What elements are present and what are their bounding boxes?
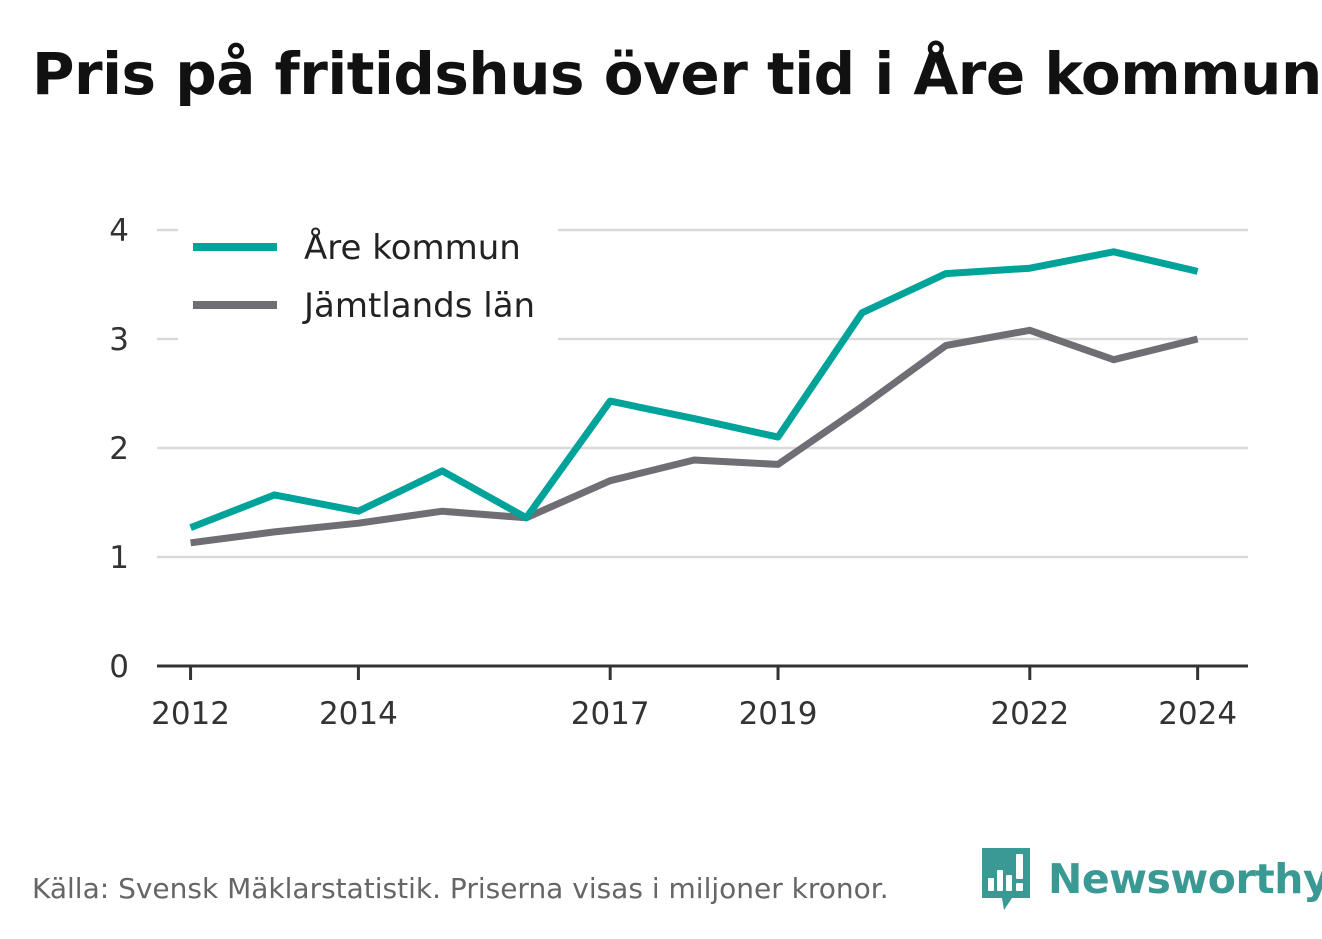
y-axis-ticks: 0 1 2 3 4 [109,213,129,685]
bar-chart-speech-bubble-icon [982,848,1030,910]
series-lines [189,248,1199,547]
series-line-are-kommun [189,248,1199,531]
y-tick-label: 0 [109,649,129,685]
y-tick-label: 1 [109,540,129,576]
y-tick-label: 2 [109,431,129,467]
x-tick-label: 2022 [990,696,1069,732]
source-note: Källa: Svensk Mäklarstatistik. Priserna … [32,872,889,905]
y-tick-label: 4 [109,213,129,249]
y-tick-label: 3 [109,322,129,358]
legend-background [178,213,558,341]
legend: Åre kommun Jämtlands län [178,213,558,341]
legend-label-jamtlands-lan: Jämtlands län [302,286,535,326]
legend-label-are-kommun: Åre kommun [304,227,521,268]
brand-logo-block: Newsworthy [982,848,1322,910]
x-axis: 2012 2014 2017 2019 2022 2024 [151,664,1248,732]
chart-title: Pris på fritidshus över tid i Åre kommun [32,40,1322,108]
x-tick-label: 2019 [739,696,818,732]
x-tick-label: 2017 [571,696,650,732]
brand-name: Newsworthy [1048,854,1322,903]
x-tick-label: 2014 [319,696,398,732]
x-tick-label: 2024 [1158,696,1237,732]
series-line-jamtlands-lan [190,326,1199,547]
x-tick-label: 2012 [151,696,230,732]
